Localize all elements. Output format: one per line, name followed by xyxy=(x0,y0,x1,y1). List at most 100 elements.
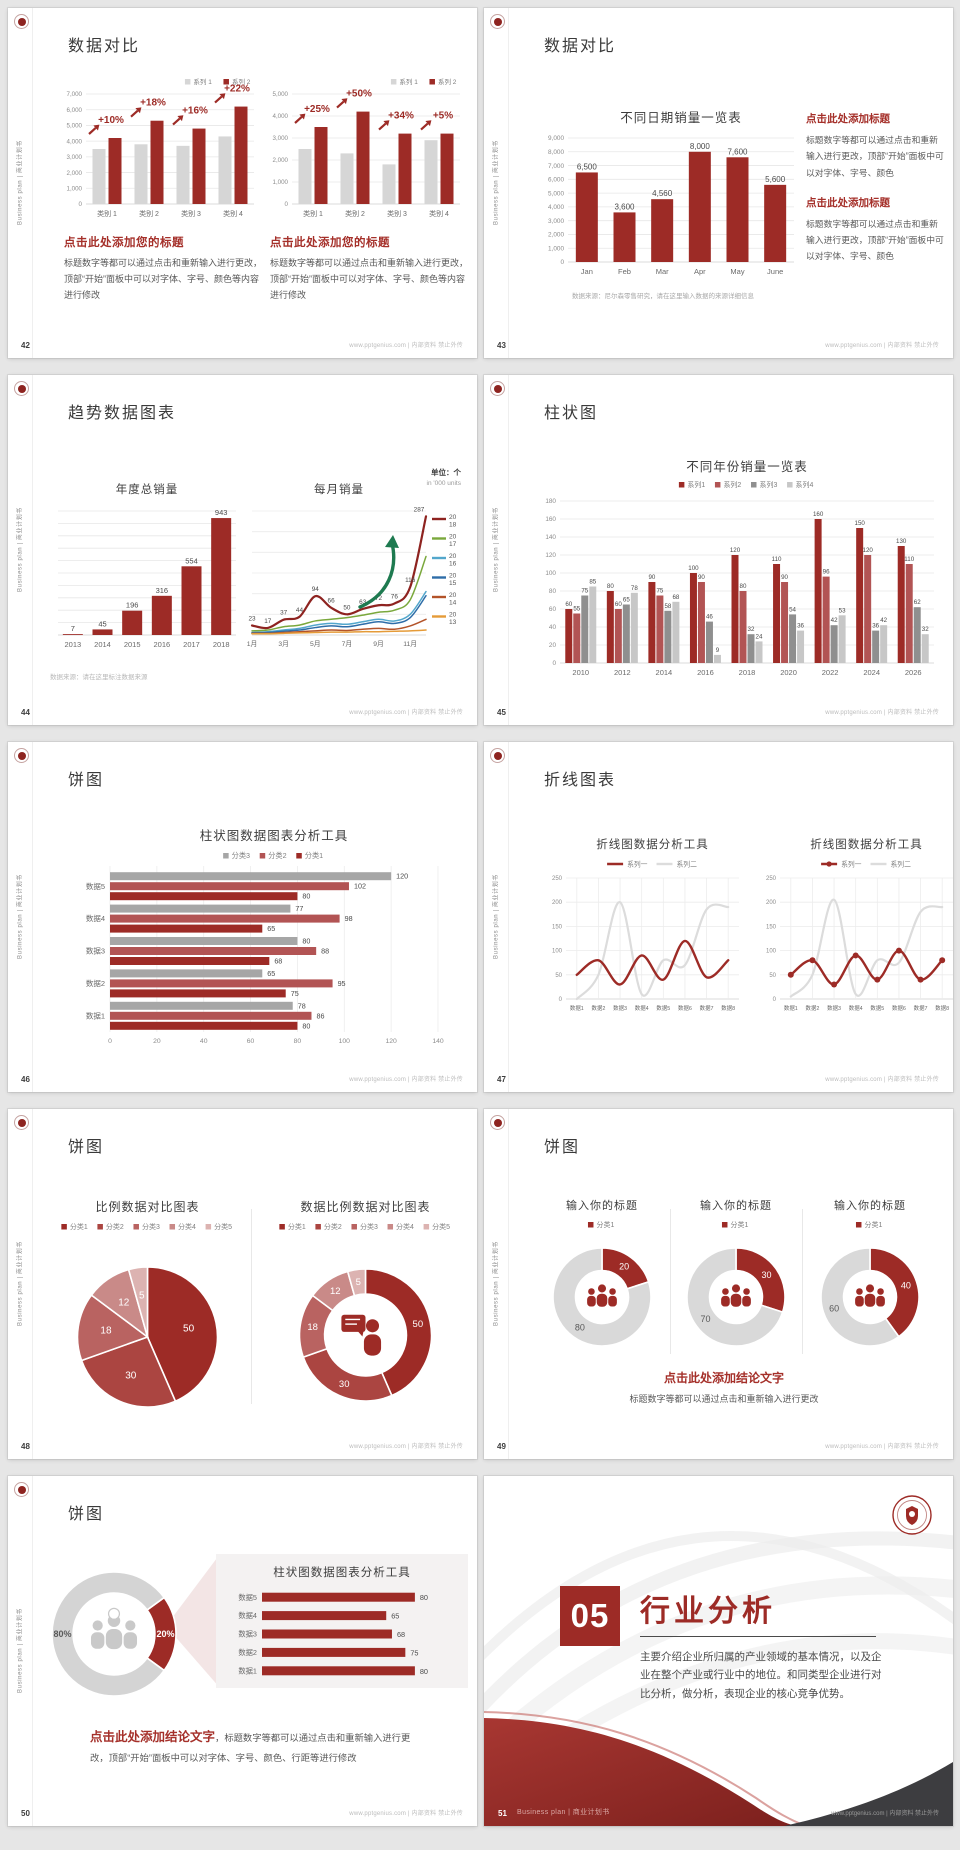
svg-text:数据2: 数据2 xyxy=(592,1004,606,1012)
svg-text:柱状图数据图表分析工具: 柱状图数据图表分析工具 xyxy=(200,828,349,843)
svg-text:数据3: 数据3 xyxy=(86,946,105,956)
svg-text:5,000: 5,000 xyxy=(67,123,83,130)
svg-text:50: 50 xyxy=(769,973,776,979)
logo-seal-icon xyxy=(17,1485,26,1494)
svg-text:+10%: +10% xyxy=(98,115,124,126)
section-body: 标题数字等都可以通过点击和重新输入进行更改，顶部“开始”面板中可以对字体、字号、… xyxy=(270,258,469,300)
page-number: 49 xyxy=(497,1442,506,1451)
svg-text:系列二: 系列二 xyxy=(891,859,912,868)
university-logo-icon xyxy=(892,1495,932,1535)
divider xyxy=(670,1209,671,1354)
svg-text:32: 32 xyxy=(748,626,755,633)
svg-text:数据3: 数据3 xyxy=(613,1004,627,1012)
svg-text:3,600: 3,600 xyxy=(614,202,635,211)
svg-text:180: 180 xyxy=(545,498,556,505)
annual-sales-bar-chart: 年度总销量 7 2013 45 2014 196 2015 316 2016 554 2017 943… xyxy=(46,479,244,659)
slide-47: Business plan | 商业计划书 折线图表 折线图数据分析工具 系列一 系… xyxy=(484,742,953,1092)
svg-text:80: 80 xyxy=(740,583,747,590)
svg-text:95: 95 xyxy=(338,979,346,988)
section-title: 行业分析 xyxy=(640,1595,776,1628)
conclusion-heading: 点击此处添加结论文字 xyxy=(90,1730,216,1744)
svg-text:40: 40 xyxy=(549,624,557,631)
funnel-connector xyxy=(166,1554,220,1688)
footer-site-text: www.pptgenius.com | 内部资料 禁止外传 xyxy=(349,1444,463,1450)
footer-site-text: www.pptgenius.com | 内部资料 禁止外传 xyxy=(825,1077,939,1083)
svg-text:折线图数据分析工具: 折线图数据分析工具 xyxy=(810,837,923,851)
svg-text:2,000: 2,000 xyxy=(273,157,289,164)
svg-text:数据4: 数据4 xyxy=(849,1004,863,1012)
svg-text:75: 75 xyxy=(656,588,663,595)
slide-title: 饼图 xyxy=(68,1506,105,1523)
bar-chart-right: 系列 1 系列 2 0 1,000 2,000 3,000 4,000 5,000 类别 1 +2… xyxy=(264,74,466,228)
svg-text:系列3: 系列3 xyxy=(760,480,778,489)
svg-text:100: 100 xyxy=(766,949,777,955)
svg-text:数据1: 数据1 xyxy=(784,1004,798,1012)
bar-chart-left: 系列 1 系列 2 0 1,000 2,000 3,000 4,000 5,000 6,000 7… xyxy=(58,74,260,228)
svg-text:60: 60 xyxy=(615,601,622,608)
svg-text:数据7: 数据7 xyxy=(700,1004,714,1012)
svg-text:100: 100 xyxy=(552,949,563,955)
svg-text:2017: 2017 xyxy=(183,640,200,649)
svg-text:+25%: +25% xyxy=(304,104,330,115)
sidebar-divider xyxy=(508,742,509,1092)
svg-text:9: 9 xyxy=(716,647,720,654)
svg-text:0: 0 xyxy=(773,997,777,1003)
svg-text:分类1: 分类1 xyxy=(596,1220,614,1229)
svg-text:年度总销量: 年度总销量 xyxy=(116,482,179,496)
page-number: 44 xyxy=(21,708,30,717)
svg-text:4,560: 4,560 xyxy=(652,189,673,198)
svg-text:0: 0 xyxy=(108,1038,112,1045)
footer-left-text: Business plan | 商业计划书 xyxy=(517,1809,610,1816)
footer-site-text: www.pptgenius.com | 内部资料 禁止外传 xyxy=(349,1077,463,1083)
sidebar-vertical-text: Business plan | 商业计划书 xyxy=(493,140,500,225)
svg-text:30: 30 xyxy=(339,1379,350,1390)
bar-chart-svg: 年度总销量 7 2013 45 2014 196 2015 316 2016 554 2017 943… xyxy=(58,482,236,649)
svg-text:系列 2: 系列 2 xyxy=(232,77,251,86)
panel-bar-chart: 数据5 80 数据4 65 数据3 68 数据2 75 数据1 80 xyxy=(222,1584,462,1684)
svg-text:June: June xyxy=(767,267,783,276)
analysis-panel: 柱状图数据图表分析工具 数据5 80 数据4 65 数据3 68 数据2 75 数据1 80 xyxy=(216,1554,468,1688)
svg-text:2014: 2014 xyxy=(656,668,673,677)
monthly-sales-line-chart: 每月销量 1月 3月 5月 7月 9月 11月 23 17 37 44 94 66 50 63 72 76 116… xyxy=(244,479,472,659)
svg-text:88: 88 xyxy=(321,947,329,956)
svg-text:45: 45 xyxy=(98,619,106,628)
donut-chart-1: 输入你的标题 分类1 20 80 xyxy=(536,1195,668,1365)
svg-text:9,000: 9,000 xyxy=(548,135,564,142)
svg-text:8,000: 8,000 xyxy=(548,149,564,156)
sidebar-divider xyxy=(32,742,33,1092)
slide-title: 饼图 xyxy=(544,1139,581,1156)
svg-text:5,000: 5,000 xyxy=(548,190,564,197)
logo-seal-icon xyxy=(17,384,26,393)
svg-text:5: 5 xyxy=(356,1277,361,1288)
brand-logo-icon xyxy=(14,1115,29,1130)
svg-text:80: 80 xyxy=(302,892,310,901)
svg-text:Apr: Apr xyxy=(694,267,706,276)
svg-text:102: 102 xyxy=(354,882,366,891)
sidebar-vertical-text: Business plan | 商业计划书 xyxy=(493,874,500,959)
slide-46: Business plan | 商业计划书 饼图 柱状图数据图表分析工具 分类3 分… xyxy=(8,742,477,1092)
page-number: 43 xyxy=(497,341,506,350)
donut-chart: 数据比例数据对比图表 分类1 分类2 分类3 分类4 分类5 50 30 18 12 5 xyxy=(258,1197,473,1425)
block-body: 标题数字等都可以通过点击和重新输入进行更改，顶部“开始”面板中可以对字体、字号、… xyxy=(806,218,944,262)
svg-text:2020: 2020 xyxy=(780,668,797,677)
slide-title: 趋势数据图表 xyxy=(68,405,177,422)
svg-text:80: 80 xyxy=(294,1038,302,1045)
svg-text:80: 80 xyxy=(549,588,557,595)
svg-text:7月: 7月 xyxy=(342,640,353,648)
brand-logo-icon xyxy=(490,1115,505,1130)
svg-text:输入你的标题: 输入你的标题 xyxy=(700,1198,772,1212)
divider xyxy=(802,1209,803,1354)
svg-text:160: 160 xyxy=(813,511,824,518)
svg-text:2016: 2016 xyxy=(697,668,714,677)
bar-chart-svg: 系列 1 系列 2 0 1,000 2,000 3,000 4,000 5,000 6,000 7… xyxy=(67,77,254,218)
svg-text:200: 200 xyxy=(552,900,563,906)
svg-text:20: 20 xyxy=(549,642,557,649)
svg-text:37: 37 xyxy=(280,610,288,617)
svg-text:2018: 2018 xyxy=(213,640,230,649)
svg-text:50: 50 xyxy=(413,1319,424,1330)
svg-text:46: 46 xyxy=(706,614,713,621)
slide-50: Business plan | 商业计划书 饼图 20% 80% 柱状图数据图表分… xyxy=(8,1476,477,1826)
brand-logo-icon xyxy=(490,381,505,396)
svg-text:2015: 2015 xyxy=(124,640,141,649)
svg-text:系列 1: 系列 1 xyxy=(399,77,418,86)
